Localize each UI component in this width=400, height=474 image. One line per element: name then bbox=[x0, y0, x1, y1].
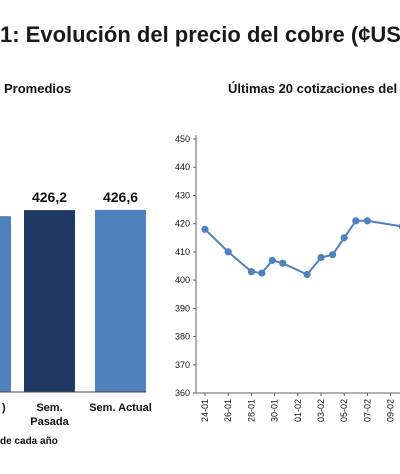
x-tick-label-0: 24-01 bbox=[200, 399, 210, 422]
x-tick-label-7: 07-02 bbox=[362, 399, 372, 422]
x-tick-label-6: 05-02 bbox=[339, 399, 349, 422]
line-chart-title: Últimas 20 cotizaciones del bbox=[228, 81, 398, 96]
y-tick-label-410: 410 bbox=[175, 247, 190, 257]
y-tick-label-380: 380 bbox=[175, 332, 190, 342]
bar-category-label-2: Sem. Actual bbox=[89, 402, 152, 414]
x-tick-label-8: 09-02 bbox=[386, 399, 396, 422]
y-tick-label-430: 430 bbox=[175, 190, 190, 200]
line-point-0 bbox=[201, 225, 209, 233]
line-point-11 bbox=[363, 217, 371, 225]
y-tick-label-420: 420 bbox=[175, 219, 190, 229]
y-tick-label-370: 370 bbox=[175, 360, 190, 370]
line-point-7 bbox=[317, 253, 325, 262]
bar-0 bbox=[0, 216, 11, 392]
x-tick-label-3: 30-01 bbox=[270, 399, 280, 422]
bar-category-label-1-line-0: Sem. bbox=[36, 402, 62, 414]
y-tick-label-450: 450 bbox=[175, 134, 190, 144]
line-point-10 bbox=[352, 217, 360, 225]
y-tick-label-390: 390 bbox=[175, 303, 190, 313]
bar-value-label-1: 426,2 bbox=[32, 189, 67, 205]
line-point-6 bbox=[303, 270, 311, 279]
line-point-5 bbox=[279, 259, 287, 267]
bar-2 bbox=[95, 209, 146, 392]
line-point-3 bbox=[258, 269, 266, 277]
x-tick-label-2: 28-01 bbox=[246, 399, 256, 422]
line-point-8 bbox=[329, 251, 337, 259]
bar-value-label-2: 426,6 bbox=[103, 189, 138, 205]
x-tick-label-1: 26-01 bbox=[223, 399, 233, 422]
line-point-2 bbox=[247, 268, 255, 276]
line-point-9 bbox=[340, 234, 348, 242]
y-tick-label-360: 360 bbox=[175, 388, 190, 398]
bar-1 bbox=[24, 210, 75, 392]
x-tick-label-4: 01-02 bbox=[293, 399, 303, 422]
bar-chart-title: Promedios bbox=[4, 81, 72, 96]
y-tick-label-400: 400 bbox=[175, 275, 190, 285]
line-point-4 bbox=[268, 256, 276, 264]
y-tick-label-440: 440 bbox=[175, 162, 190, 172]
figure-title: 1: Evolución del precio del cobre (¢US$/… bbox=[0, 22, 400, 47]
bar-category-label-0: ) bbox=[2, 402, 6, 414]
line-point-1 bbox=[224, 248, 232, 256]
bar-category-label-1-line-1: Pasada bbox=[30, 416, 69, 428]
footnote: de cada año bbox=[0, 436, 58, 447]
x-tick-label-5: 03-02 bbox=[316, 399, 326, 422]
